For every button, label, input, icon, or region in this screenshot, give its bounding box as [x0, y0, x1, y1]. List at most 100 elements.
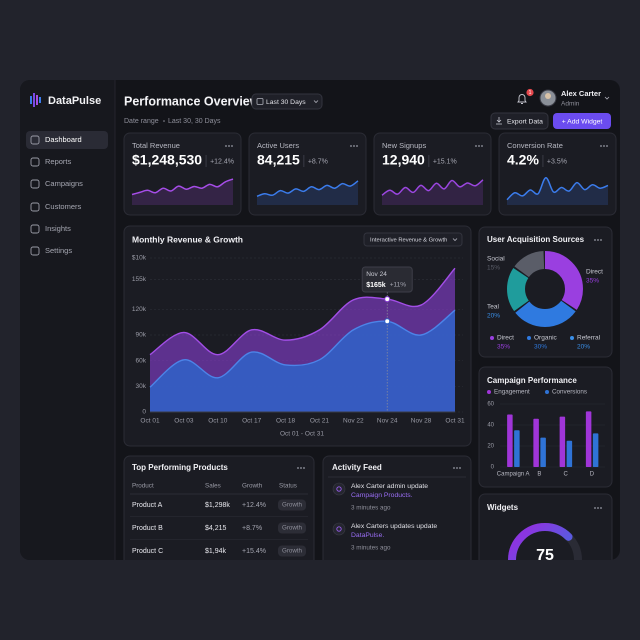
kpi-change: +3.5%	[547, 158, 567, 165]
tooltip-date: Nov 24	[366, 271, 387, 278]
badge	[526, 88, 534, 97]
table-cell: Product A	[132, 502, 163, 509]
column-header: Status	[279, 483, 297, 490]
legend-label: Conversions	[552, 389, 587, 396]
menu-dot	[231, 145, 233, 147]
menu-dot	[603, 145, 605, 147]
sparkline-area	[257, 180, 358, 205]
menu-dot	[459, 467, 461, 469]
menu-dot	[481, 145, 483, 147]
sidebar	[20, 80, 115, 560]
status-label: Growth	[282, 502, 303, 509]
range-button-bg	[251, 93, 323, 110]
menu-dot	[597, 239, 599, 241]
legend-name: Organic	[534, 335, 558, 342]
status-badge	[278, 522, 306, 534]
activity-icon-dot	[336, 486, 342, 492]
y-tick-label: 0	[142, 409, 146, 416]
column-header: Sales	[205, 483, 221, 490]
add-widget-button[interactable]: + Add Widget	[553, 113, 611, 129]
x-tick-label: Oct 01	[140, 418, 160, 425]
table-cell: +8.7%	[242, 525, 262, 532]
nav-item[interactable]: Dashboard	[26, 131, 108, 149]
menu-dot	[600, 507, 602, 509]
activity-link: Campaign Products.	[351, 492, 413, 499]
more-menu[interactable]	[225, 145, 233, 147]
activity-text: Alex Carters updates update	[351, 523, 437, 530]
legend-swatch	[527, 336, 531, 340]
segment-value: 15%	[487, 265, 500, 272]
nav-icon	[30, 246, 40, 256]
selector-label: Interactive Revenue & Growth	[370, 237, 447, 243]
nav-item[interactable]: Reports	[30, 157, 72, 167]
table-cell: +15.4%	[242, 548, 266, 555]
y-tick-label: 90k	[136, 332, 147, 339]
x-tick-label: Oct 21	[310, 418, 330, 425]
x-tick-label: C	[563, 472, 568, 478]
legend-label: Engagement	[494, 389, 530, 396]
kpi-change: +15.1%	[433, 158, 457, 165]
range-button[interactable]: Last 30 Days	[251, 93, 323, 110]
sparkline	[256, 180, 359, 197]
chevron	[452, 238, 458, 242]
series-line	[149, 267, 456, 356]
activity-icon	[332, 482, 346, 496]
date-value: Last 30, 30 Days	[168, 118, 221, 125]
legend-value: 35%	[497, 344, 510, 351]
export-button[interactable]: Export Data	[490, 112, 549, 130]
y-tick-label: 20	[487, 444, 494, 450]
segment-name: Social	[487, 256, 505, 263]
app-window: DataPulse Dashboard Reports Campaigns Custo…	[20, 80, 620, 564]
nav-label: Reports	[45, 157, 72, 166]
more-menu[interactable]	[453, 467, 461, 469]
menu-dot	[475, 145, 477, 147]
nav-item[interactable]: Customers	[30, 202, 82, 212]
card-title: Widgets	[487, 503, 519, 512]
donut-segment	[507, 251, 583, 327]
more-menu[interactable]	[600, 145, 608, 147]
legend-name: Referral	[577, 335, 601, 342]
menu-dot	[594, 239, 596, 241]
page-title: Performance Overview	[124, 94, 260, 108]
bar	[566, 440, 573, 467]
export-label: Export Data	[507, 118, 543, 125]
chart-selector[interactable]: Interactive Revenue & Growth	[363, 232, 463, 247]
segment-name: Teal	[487, 304, 499, 311]
range-label: Last 30 Days	[266, 99, 306, 106]
gauge-value: 75	[536, 547, 554, 564]
nav-label: Settings	[45, 246, 72, 255]
nav-label: Campaigns	[45, 179, 83, 188]
nav-icon	[30, 157, 40, 167]
nav-item[interactable]: Campaigns	[30, 179, 83, 189]
segment-name: Direct	[586, 269, 603, 276]
x-tick-label: Nov 28	[411, 418, 432, 425]
nav-item[interactable]: Insights	[30, 224, 71, 234]
menu-dot	[225, 145, 227, 147]
series-area	[150, 310, 455, 412]
more-menu[interactable]	[475, 145, 483, 147]
status-label: Growth	[282, 548, 303, 555]
chevron	[313, 100, 319, 104]
menu-dot	[597, 507, 599, 509]
x-tick-label: Campaign A	[497, 472, 530, 478]
card	[248, 132, 367, 216]
notifications[interactable]: 1	[517, 88, 534, 104]
nav-label: Insights	[45, 224, 71, 233]
nav-item[interactable]: Settings	[30, 246, 72, 256]
more-menu[interactable]	[297, 467, 305, 469]
bar	[533, 418, 539, 467]
chart-title: Campaign Performance	[487, 376, 577, 385]
status-label: Growth	[282, 525, 303, 532]
more-menu[interactable]	[350, 145, 358, 147]
bell-icon	[517, 94, 527, 104]
x-tick-label: Nov 22	[343, 418, 364, 425]
bar	[585, 411, 592, 467]
table-cell: $1,94k	[205, 548, 227, 555]
more-menu[interactable]	[594, 239, 602, 241]
menu-dot	[606, 145, 608, 147]
x-tick-label: Oct 31	[445, 418, 465, 425]
more-menu[interactable]	[594, 507, 602, 509]
menu-dot	[228, 145, 230, 147]
legend-value: 30%	[534, 344, 547, 351]
card	[478, 226, 613, 358]
